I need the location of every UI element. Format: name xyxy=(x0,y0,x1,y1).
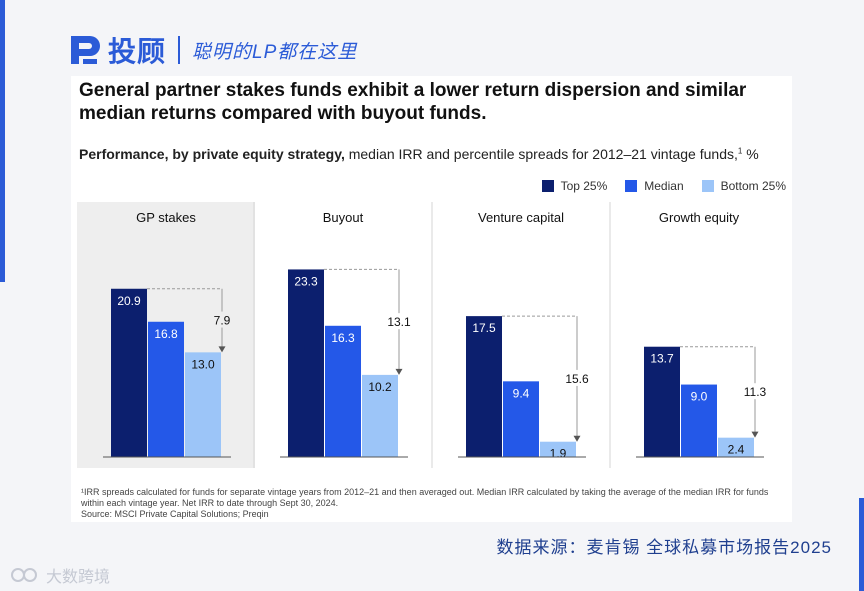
bar-median-growth-equity xyxy=(681,384,717,457)
brand-logo-icon xyxy=(71,36,100,64)
chart-title: General partner stakes funds exhibit a l… xyxy=(79,80,747,124)
legend-item-bottom: Bottom 25% xyxy=(701,179,786,193)
spread-label-bg-growth-equity xyxy=(743,383,767,400)
legend-label-bottom: Bottom 25% xyxy=(720,179,786,193)
bar-top-venture-capital xyxy=(466,316,502,457)
watermark-logo-icon xyxy=(11,568,37,582)
brand-divider xyxy=(178,36,181,64)
spread-label-growth-equity: 11.3 xyxy=(744,385,767,399)
spread-arrowhead-venture-capital xyxy=(573,435,581,442)
spread-arrowhead-growth-equity xyxy=(751,431,759,438)
value-label-top-venture-capital: 17.5 xyxy=(472,321,496,335)
chart-card: General partner stakes funds exhibit a l… xyxy=(71,76,792,522)
chart-subtitle: Performance, by private equity strategy,… xyxy=(79,146,759,162)
spread-label-bg-gp-stakes xyxy=(210,311,234,328)
legend-swatch-median xyxy=(625,180,638,192)
chart-plot: GP stakes 20.9 16.8 13.0 7.9 Buyout 23.3 16.3 10… xyxy=(77,202,767,468)
spread-label-venture-capital: 15.6 xyxy=(565,372,589,386)
value-label-top-growth-equity: 13.7 xyxy=(650,352,674,366)
bar-median-gp-stakes xyxy=(148,321,184,457)
watermark: 大数跨境 xyxy=(10,563,110,587)
bar-top-buyout xyxy=(288,269,324,457)
value-label-top-gp-stakes: 20.9 xyxy=(117,294,141,308)
subtitle-bold: Performance, by private equity strategy, xyxy=(79,146,345,162)
bar-median-venture-capital xyxy=(503,381,539,457)
value-label-median-venture-capital: 9.4 xyxy=(513,386,530,400)
value-label-bottom-growth-equity: 2.4 xyxy=(728,443,745,457)
legend-item-top: Top 25% xyxy=(541,179,608,193)
spread-label-gp-stakes: 7.9 xyxy=(214,314,231,328)
legend-swatch-top xyxy=(541,180,554,192)
chart-legend: Top 25% Median Bottom 25% xyxy=(524,179,786,193)
value-label-median-buyout: 16.3 xyxy=(331,331,355,345)
brand-name: 投顾 xyxy=(108,36,167,67)
subtitle-footnote-mark: 1 xyxy=(737,146,743,156)
category-label-buyout: Buyout xyxy=(323,210,364,225)
bar-bottom-growth-equity xyxy=(718,437,754,457)
bar-median-buyout xyxy=(325,325,361,457)
bar-bottom-venture-capital xyxy=(540,441,576,457)
left-accent-bar xyxy=(0,0,5,282)
legend-item-median: Median xyxy=(625,179,684,193)
bar-top-growth-equity xyxy=(644,346,680,457)
value-label-median-growth-equity: 9.0 xyxy=(691,390,708,404)
bar-bottom-buyout xyxy=(362,374,398,457)
subtitle-unit: % xyxy=(742,146,759,162)
spread-arrowhead-buyout xyxy=(395,368,403,375)
bar-bottom-gp-stakes xyxy=(185,352,221,457)
footnote-source: Source: MSCI Private Capital Solutions; … xyxy=(81,509,269,519)
footnote: ¹IRR spreads calculated for funds for se… xyxy=(81,487,769,508)
value-label-bottom-venture-capital: 1.9 xyxy=(550,447,567,461)
category-label-gp-stakes: GP stakes xyxy=(136,210,196,225)
bar-top-gp-stakes xyxy=(111,288,147,457)
spread-label-bg-venture-capital xyxy=(565,369,589,386)
brand-slogan: 聪明的LP都在这里 xyxy=(192,41,358,63)
spread-label-buyout: 13.1 xyxy=(387,315,411,329)
subtitle-rest: median IRR and percentile spreads for 20… xyxy=(344,146,738,162)
category-label-growth-equity: Growth equity xyxy=(659,210,740,225)
right-accent-bar xyxy=(859,498,864,591)
category-label-venture-capital: Venture capital xyxy=(478,210,564,225)
value-label-bottom-buyout: 10.2 xyxy=(368,380,392,394)
value-label-top-buyout: 23.3 xyxy=(294,274,318,288)
value-label-median-gp-stakes: 16.8 xyxy=(154,327,178,341)
legend-swatch-bottom xyxy=(701,180,714,192)
value-label-bottom-gp-stakes: 13.0 xyxy=(191,357,215,371)
legend-label-median: Median xyxy=(644,179,684,193)
spread-arrowhead-gp-stakes xyxy=(218,346,226,353)
spread-label-bg-buyout xyxy=(387,313,411,330)
watermark-text: 大数跨境 xyxy=(46,569,111,586)
data-source-cn: 数据来源：麦肯锡 全球私募市场报告2025 xyxy=(496,538,832,557)
legend-label-top: Top 25% xyxy=(560,179,608,193)
brand-header: 投顾 聪明的LP都在这里 xyxy=(68,30,357,70)
